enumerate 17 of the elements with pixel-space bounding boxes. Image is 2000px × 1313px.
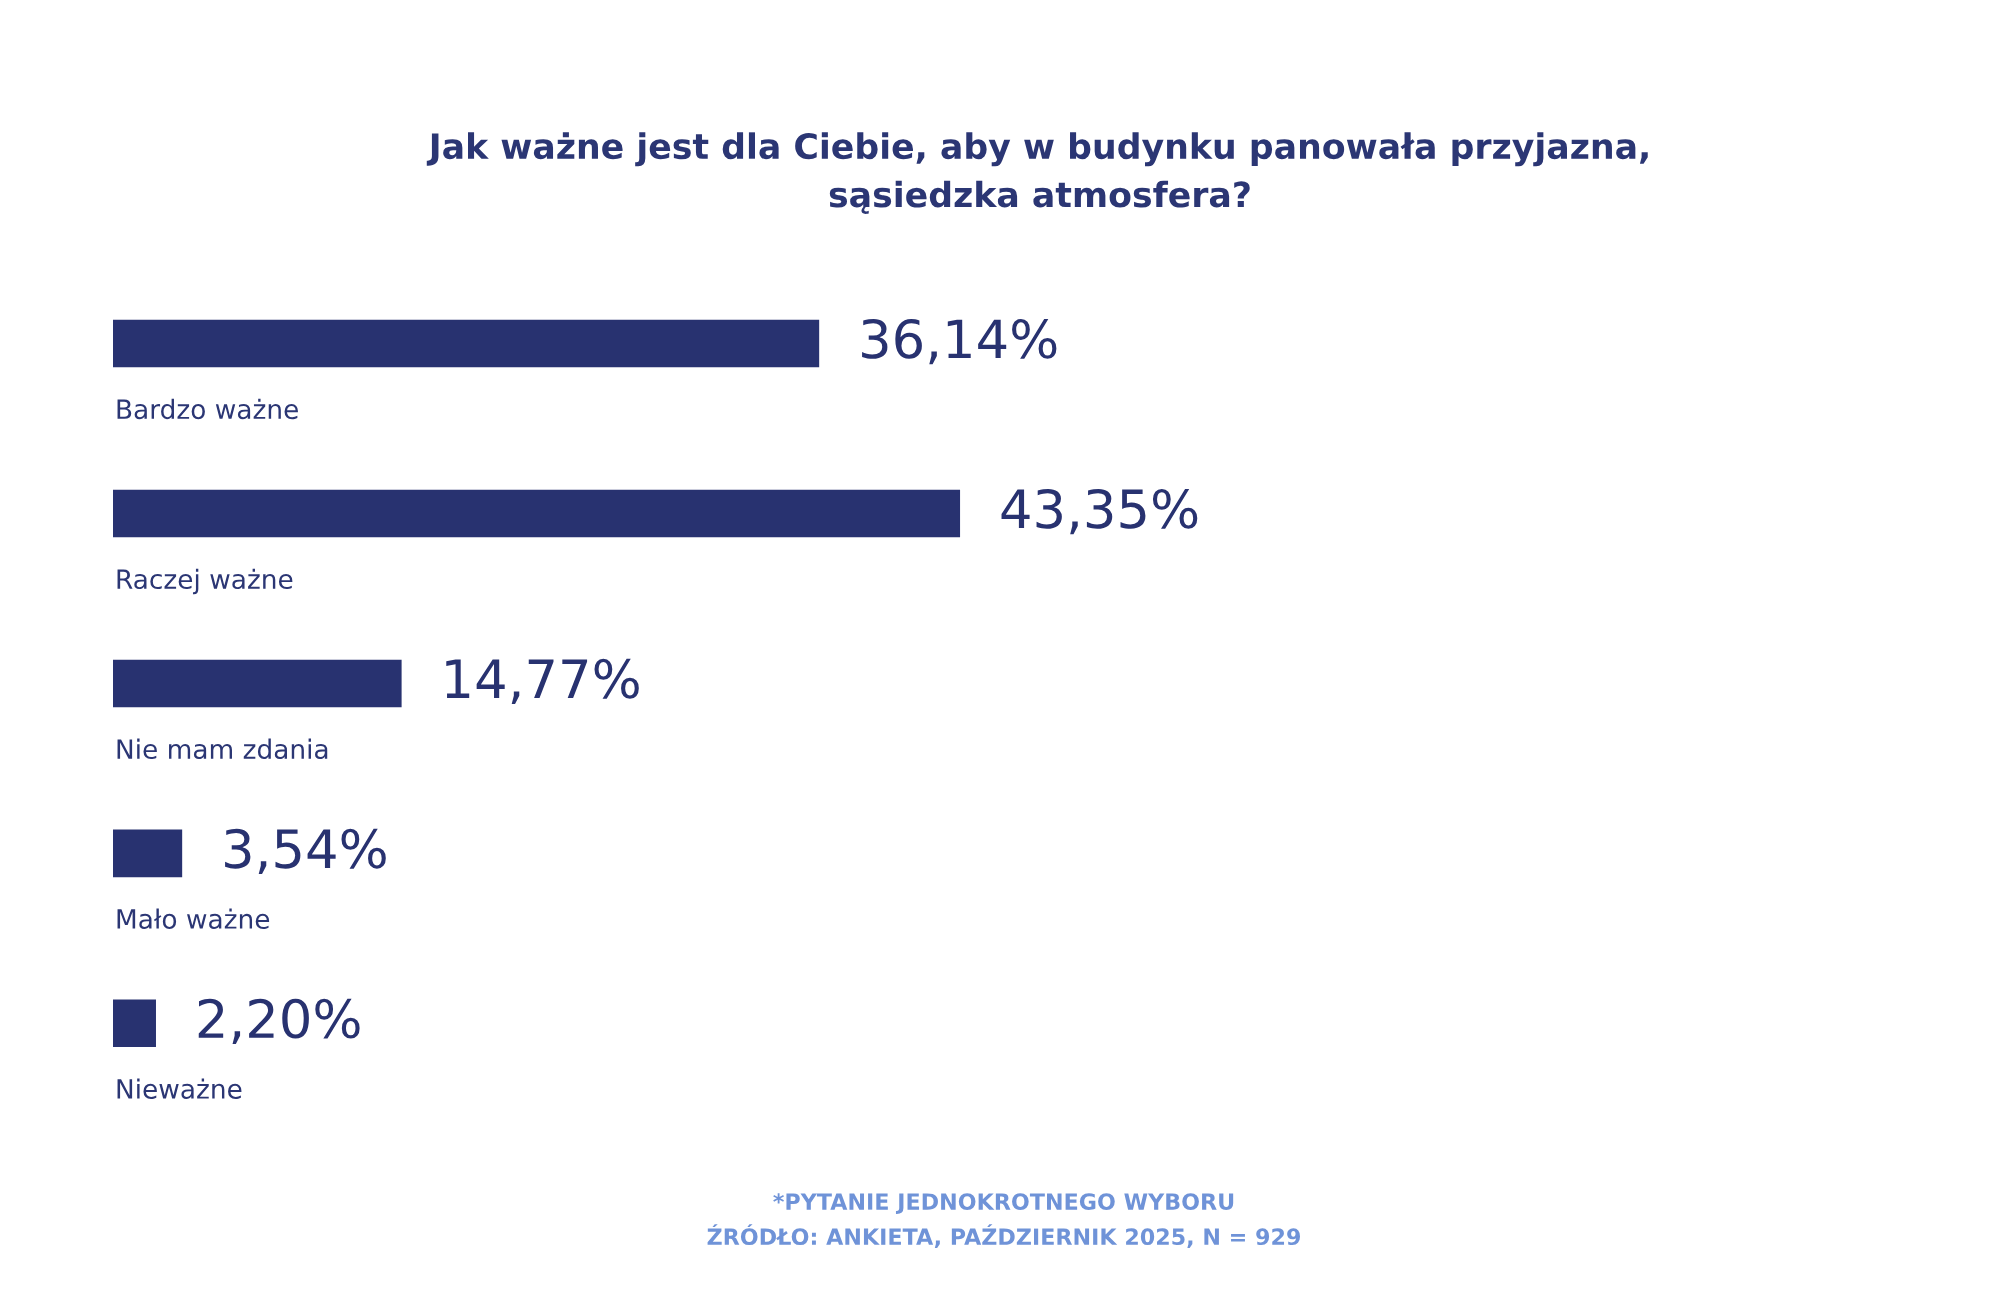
bar [113, 319, 820, 368]
data-label: 2,20% [198, 998, 360, 1044]
bar [113, 829, 183, 878]
bar [113, 489, 961, 538]
y-tick-label: Nie mam zdania [117, 738, 328, 760]
data-label: 43,35% [1001, 488, 1198, 535]
y-tick-label: Nieważne [117, 1078, 242, 1099]
y-tick-label: Raczej ważne [117, 568, 293, 595]
data-label: 3,54% [225, 828, 386, 875]
y-tick-label: Mało ważne [117, 908, 270, 929]
bar [113, 999, 156, 1048]
data-label: 36,14% [862, 318, 1057, 365]
text: *PYTANIE JEDNOKROTNEGO WYBORU ŹRÓDŁO: ANKIETA, PAŹDZIERNIK 2025, N = 929 [707, 1193, 1301, 1248]
y-tick-label: Bardzo ważne [117, 398, 298, 420]
data-label: 14,77% [446, 658, 639, 705]
text: Jak ważne jest dla Ciebie, aby w budynku panowała przyjazna, sąsiedzka atmosfera? [426, 132, 1648, 214]
bar [113, 659, 402, 708]
